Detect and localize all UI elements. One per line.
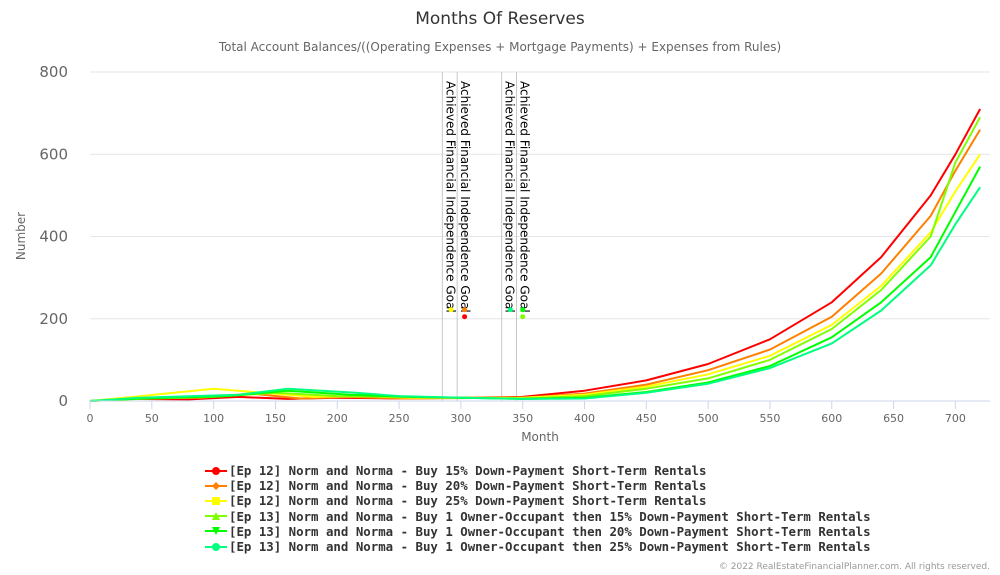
series-line-3[interactable] [89,153,981,402]
y-tick-label: 200 [39,310,68,328]
gridlines [90,71,990,402]
goal-plot-line-label: Achieved Financial Independence Goal [443,81,457,313]
chart-subtitle: Total Account Balances/((Operating Expen… [218,40,781,54]
x-tick-label: 50 [145,412,159,425]
goal-marker-3[interactable] [462,314,468,320]
y-tick-label: 0 [58,392,68,410]
legend-label: [Ep 12] Norm and Norma - Buy 25% Down-Pa… [229,493,707,509]
goal-marker-5[interactable] [520,307,526,313]
legend: [Ep 12] Norm and Norma - Buy 15% Down-Pa… [205,463,871,554]
legend-label: [Ep 13] Norm and Norma - Buy 1 Owner-Occ… [229,539,871,555]
axes: 0 200 400 600 800 0 50 100 150 200 250 300 350 400 450… [39,63,990,425]
legend-label: [Ep 13] Norm and Norma - Buy 1 Owner-Occ… [229,523,871,539]
legend-swatch-square-icon [205,496,227,505]
legend-item[interactable]: [Ep 12] Norm and Norma - Buy 15% Down-Pa… [205,463,871,478]
legend-label: [Ep 13] Norm and Norma - Buy 1 Owner-Occ… [229,508,871,524]
series-line-1[interactable] [89,108,981,402]
y-tick-label: 600 [39,145,68,163]
legend-item[interactable]: [Ep 13] Norm and Norma - Buy 1 Owner-Occ… [205,539,871,554]
chart-title: Months Of Reserves [415,9,585,29]
goal-plot-line-label: Achieved Financial Independence Goal [518,81,532,313]
y-tick-label: 800 [39,63,68,81]
legend-item[interactable]: [Ep 13] Norm and Norma - Buy 1 Owner-Occ… [205,509,871,524]
x-tick-label: 600 [821,412,842,425]
legend-swatch-circle-icon [205,466,227,475]
legend-label: [Ep 12] Norm and Norma - Buy 20% Down-Pa… [229,478,707,494]
legend-item[interactable]: [Ep 12] Norm and Norma - Buy 20% Down-Pa… [205,478,871,493]
y-axis-title: Number [14,212,28,260]
x-tick-label: 450 [636,412,657,425]
series-line-2[interactable] [89,129,981,402]
goal-marker-6[interactable] [520,314,526,320]
x-tick-label: 650 [883,412,904,425]
x-tick-label: 0 [87,412,94,425]
x-axis-title: Month [521,430,559,444]
goal-marker-1[interactable] [448,307,454,313]
goal-marker-4[interactable] [507,307,513,313]
series-line-6[interactable] [89,186,981,402]
goal-marker-2[interactable] [462,307,468,313]
legend-swatch-triangle-down-icon [205,527,227,536]
y-tick-label: 400 [39,228,68,246]
goal-plot-line-label: Achieved Financial Independence Goal [503,81,517,313]
goal-plot-line-label: Achieved Financial Independence Goal [458,81,472,313]
x-tick-label: 300 [450,412,471,425]
chart: Achieved Financial Independence Goal Achi… [14,9,990,444]
legend-item[interactable]: [Ep 13] Norm and Norma - Buy 1 Owner-Occ… [205,524,871,539]
x-tick-label: 250 [389,412,410,425]
series-line-4[interactable] [89,116,981,402]
legend-swatch-triangle-icon [205,512,227,521]
x-tick-label: 550 [759,412,780,425]
x-tick-label: 350 [512,412,533,425]
series-lines[interactable] [89,108,981,402]
credits: © 2022 RealEstateFinancialPlanner.com. A… [718,562,990,572]
x-tick-label: 200 [327,412,348,425]
legend-swatch-diamond-icon [205,481,227,490]
x-tick-label: 700 [945,412,966,425]
legend-swatch-circle-icon [205,542,227,551]
plot-lines: Achieved Financial Independence Goal Achi… [441,72,532,401]
x-tick-label: 150 [265,412,286,425]
goal-markers[interactable] [448,307,526,320]
x-tick-label: 100 [203,412,224,425]
series-line-5[interactable] [89,166,981,402]
legend-item[interactable]: [Ep 12] Norm and Norma - Buy 25% Down-Pa… [205,493,871,508]
x-tick-label: 400 [574,412,595,425]
x-tick-label: 500 [698,412,719,425]
legend-label: [Ep 12] Norm and Norma - Buy 15% Down-Pa… [229,463,707,479]
